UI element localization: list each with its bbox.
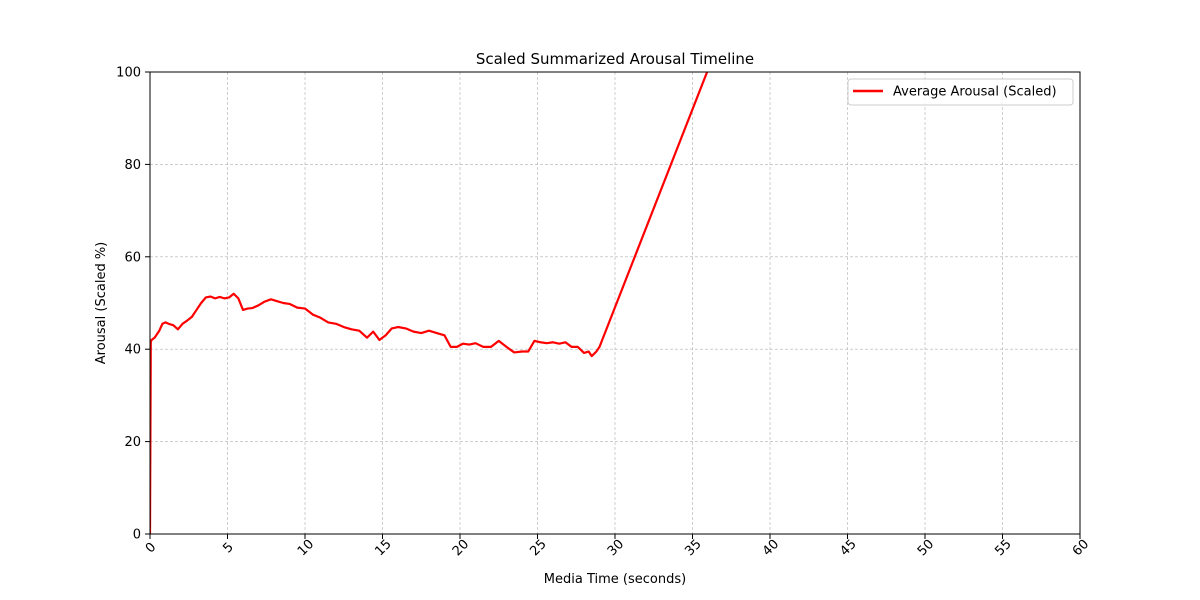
x-tick-label: 60 — [1070, 537, 1092, 559]
x-tick-label: 30 — [605, 537, 627, 559]
chart-title: Scaled Summarized Arousal Timeline — [476, 50, 754, 68]
series-line-average-arousal — [150, 72, 709, 534]
y-tick-label: 100 — [116, 66, 141, 81]
x-tick-label: 45 — [837, 537, 859, 559]
x-tick-label: 20 — [450, 537, 472, 559]
x-axis-label: Media Time (seconds) — [544, 572, 686, 587]
legend-label: Average Arousal (Scaled) — [893, 85, 1057, 100]
y-axis-ticks: 0 20 40 60 80 100 — [116, 66, 150, 543]
x-axis-ticks: 0 5 10 15 20 25 30 35 40 45 50 55 60 — [143, 534, 1092, 559]
x-tick-label: 50 — [915, 537, 937, 559]
y-axis-label: Arousal (Scaled %) — [94, 242, 109, 364]
y-tick-label: 20 — [124, 435, 141, 450]
y-tick-label: 0 — [133, 528, 141, 543]
x-tick-label: 25 — [527, 537, 549, 559]
y-tick-label: 80 — [124, 158, 141, 173]
x-tick-label: 35 — [682, 537, 704, 559]
legend: Average Arousal (Scaled) — [847, 78, 1074, 106]
x-tick-label: 0 — [143, 540, 159, 556]
x-tick-label: 15 — [372, 537, 394, 559]
y-tick-label: 60 — [124, 250, 141, 265]
y-tick-label: 40 — [124, 343, 141, 358]
x-tick-label: 55 — [992, 537, 1014, 559]
series-layer — [150, 72, 709, 534]
x-tick-label: 5 — [220, 540, 236, 556]
legend-box — [847, 78, 1074, 106]
x-tick-label: 10 — [295, 537, 317, 559]
x-tick-label: 40 — [760, 537, 782, 559]
